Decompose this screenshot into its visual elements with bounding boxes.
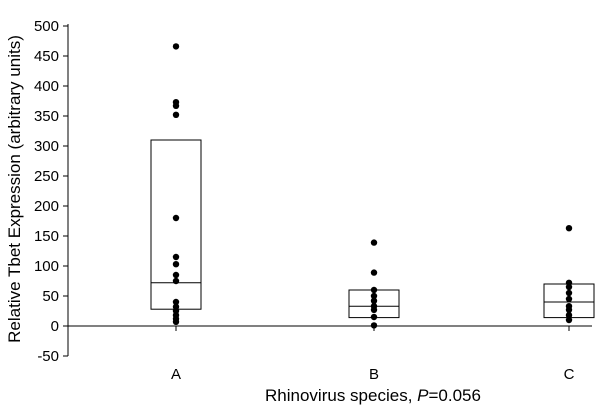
data-point-C bbox=[565, 295, 573, 303]
y-tick-label: 250 bbox=[34, 168, 59, 185]
y-tick-label: 500 bbox=[34, 18, 59, 35]
y-tick-label: 50 bbox=[42, 288, 59, 305]
data-point-B bbox=[370, 313, 378, 321]
y-axis-title: Relative Tbet Expression (arbitrary unit… bbox=[5, 35, 24, 343]
y-tick-label: 200 bbox=[34, 198, 59, 215]
x-axis-title-suffix: =0.056 bbox=[428, 386, 480, 405]
data-point-B bbox=[370, 286, 378, 294]
x-tick-label-A: A bbox=[171, 366, 181, 383]
data-point-A bbox=[172, 214, 180, 222]
data-point-A bbox=[172, 111, 180, 119]
x-tick-label-C: C bbox=[564, 366, 575, 383]
data-point-A bbox=[172, 318, 180, 325]
y-tick-label: -50 bbox=[37, 348, 59, 365]
data-point-A bbox=[172, 271, 180, 279]
y-tick-label: 450 bbox=[34, 48, 59, 65]
x-axis-title-main: Rhinovirus species, bbox=[265, 386, 417, 405]
points-group bbox=[172, 43, 573, 329]
x-axis-title-p: P bbox=[417, 386, 429, 405]
data-point-B bbox=[370, 297, 378, 304]
y-ticks-group: -50 0 50 100 150 200 250 300 350 400 450 500 bbox=[34, 18, 68, 365]
data-point-B bbox=[370, 306, 378, 313]
data-point-C bbox=[565, 316, 573, 324]
data-point-C bbox=[565, 312, 573, 319]
data-point-A bbox=[172, 102, 180, 110]
y-tick-label: 350 bbox=[34, 108, 59, 125]
y-tick-label: 300 bbox=[34, 138, 59, 155]
data-point-C bbox=[565, 283, 573, 291]
data-point-C bbox=[565, 225, 573, 232]
data-point-C bbox=[565, 289, 573, 297]
y-tick-label: 0 bbox=[51, 318, 59, 335]
y-tick-label: 400 bbox=[34, 78, 59, 95]
axes-group bbox=[67, 24, 592, 356]
y-tick-label: 150 bbox=[34, 228, 59, 245]
data-point-C bbox=[565, 306, 573, 313]
data-point-B bbox=[370, 292, 378, 300]
data-point-A bbox=[172, 43, 180, 50]
data-point-A bbox=[172, 277, 180, 285]
data-point-B bbox=[370, 322, 378, 329]
data-point-A bbox=[172, 261, 180, 268]
data-point-B bbox=[370, 239, 378, 246]
x-ticks-group: A B C bbox=[171, 326, 575, 383]
y-tick-label: 100 bbox=[34, 258, 59, 275]
x-tick-label-B: B bbox=[369, 366, 379, 383]
data-point-A bbox=[172, 253, 180, 261]
data-point-B bbox=[370, 269, 378, 276]
data-point-A bbox=[172, 298, 180, 306]
x-axis-title: Rhinovirus species, P=0.056 bbox=[265, 386, 481, 405]
